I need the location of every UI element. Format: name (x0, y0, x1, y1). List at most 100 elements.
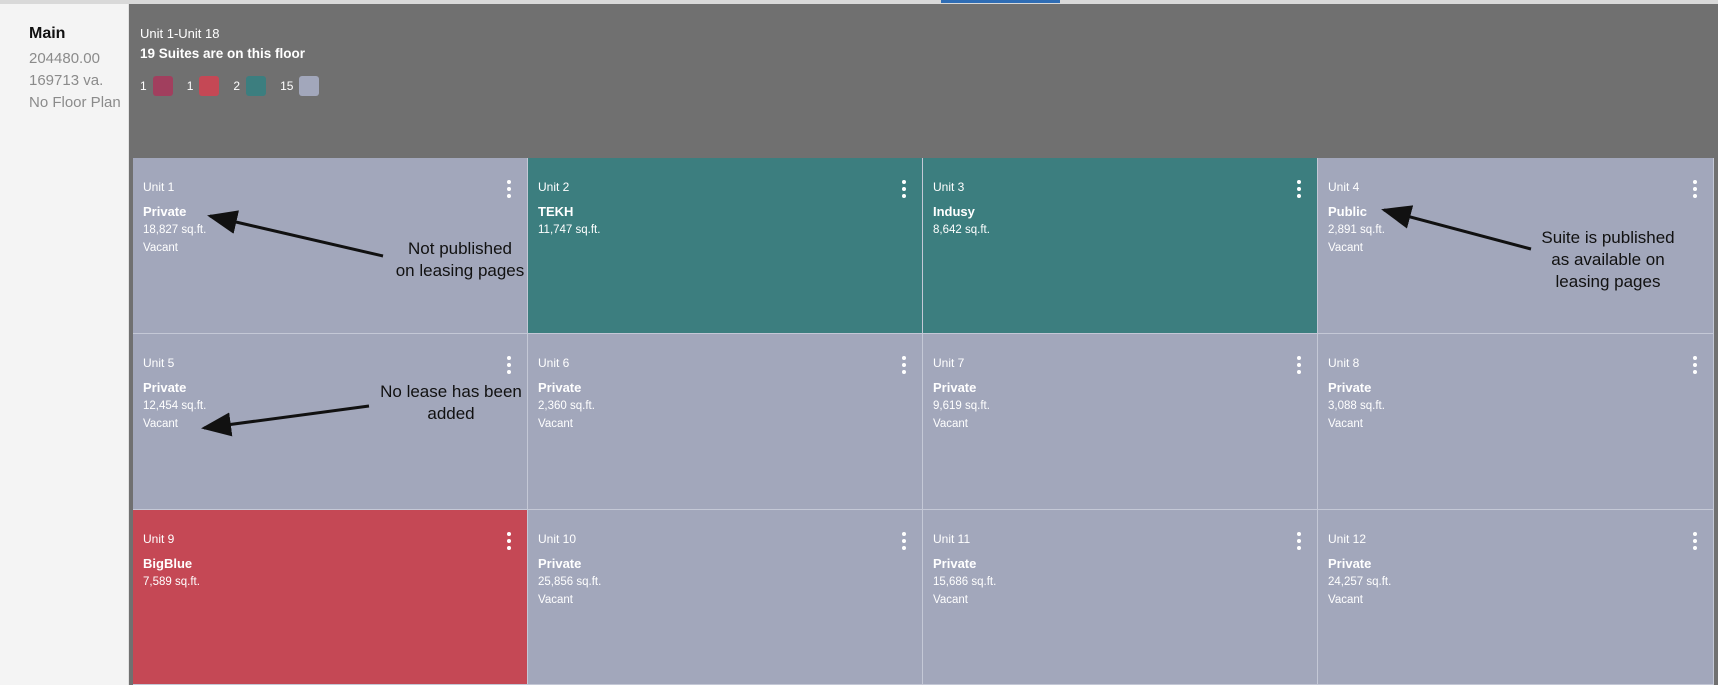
legend-item: 1 (187, 76, 220, 96)
suite-area: 11,747 sq.ft. (538, 224, 601, 236)
suite-tile[interactable]: Unit 6 Private 2,360 sq.ft. Vacant (528, 334, 923, 510)
suite-tenant: Private (538, 556, 582, 571)
annotation-line: added (427, 404, 475, 423)
kebab-dot (1297, 370, 1301, 374)
kebab-dot (902, 363, 906, 367)
legend-count: 1 (140, 79, 147, 93)
suite-area: 7,589 sq.ft. (143, 576, 200, 588)
kebab-dot (507, 363, 511, 367)
legend-swatch (299, 76, 320, 96)
suite-tile[interactable]: Unit 11 Private 15,686 sq.ft. Vacant (923, 510, 1318, 685)
suite-tenant: Public (1328, 204, 1368, 219)
annotation-line: leasing pages (1555, 272, 1661, 291)
kebab-dot (1693, 539, 1697, 543)
suite-status: Vacant (1328, 594, 1363, 606)
suite-status: Vacant (1328, 418, 1363, 430)
kebab-dot (1297, 187, 1301, 191)
suite-status: Vacant (143, 242, 178, 254)
legend-swatch (152, 76, 173, 96)
more-vertical-icon[interactable] (505, 180, 513, 198)
suite-tenant: Private (1328, 556, 1372, 571)
kebab-dot (507, 187, 511, 191)
suite-tile[interactable]: Unit 10 Private 25,856 sq.ft. Vacant (528, 510, 923, 685)
suite-tenant: TEKH (538, 204, 574, 219)
more-vertical-icon[interactable] (1691, 356, 1699, 374)
suite-tenant: Private (143, 380, 187, 395)
suite-area: 2,360 sq.ft. (538, 400, 595, 412)
kebab-dot (1297, 546, 1301, 550)
floor-total-area: 204480.00 (29, 50, 100, 67)
kebab-dot (1297, 539, 1301, 543)
kebab-dot (1693, 187, 1697, 191)
kebab-dot (902, 370, 906, 374)
kebab-dot (1693, 370, 1697, 374)
suite-tile[interactable]: Unit 8 Private 3,088 sq.ft. Vacant (1318, 334, 1714, 510)
suite-area: 8,642 sq.ft. (933, 224, 990, 236)
suite-unit-label: Unit 1 (143, 180, 175, 194)
suite-unit-label: Unit 6 (538, 356, 570, 370)
suite-unit-label: Unit 2 (538, 180, 570, 194)
suite-tile[interactable]: Unit 3 Indusy 8,642 sq.ft. (923, 158, 1318, 334)
legend-count: 1 (186, 79, 194, 93)
suite-count-summary: 19 Suites are on this floor (140, 46, 306, 61)
status-legend: 1 1 2 15 (140, 76, 333, 96)
legend-item: 2 (233, 76, 267, 96)
kebab-dot (1693, 546, 1697, 550)
kebab-dot (1693, 356, 1697, 360)
suite-area: 25,856 sq.ft. (538, 576, 602, 588)
legend-item: 15 (280, 76, 320, 96)
floor-name: Main (29, 25, 66, 42)
floor-header: Unit 1-Unit 18 19 Suites are on this flo… (129, 4, 1718, 158)
annotation-line: on leasing pages (395, 261, 525, 280)
more-vertical-icon[interactable] (1295, 180, 1303, 198)
more-vertical-icon[interactable] (1295, 356, 1303, 374)
legend-count: 15 (280, 79, 294, 93)
kebab-dot (1693, 180, 1697, 184)
legend-item: 1 (140, 76, 173, 96)
annotation-published: Suite is published as available on leasi… (1517, 227, 1699, 293)
annotation-no-lease: No lease has been added (366, 381, 536, 425)
suite-area: 9,619 sq.ft. (933, 400, 990, 412)
kebab-dot (902, 180, 906, 184)
suite-area: 3,088 sq.ft. (1328, 400, 1385, 412)
annotation-not-published: Not published on leasing pages (365, 238, 555, 282)
suite-tile[interactable]: Unit 7 Private 9,619 sq.ft. Vacant (923, 334, 1318, 510)
more-vertical-icon[interactable] (900, 356, 908, 374)
more-vertical-icon[interactable] (900, 532, 908, 550)
top-bar (0, 0, 1718, 4)
suite-tenant: Private (933, 380, 977, 395)
kebab-dot (507, 370, 511, 374)
suite-unit-label: Unit 5 (143, 356, 175, 370)
more-vertical-icon[interactable] (1691, 180, 1699, 198)
more-vertical-icon[interactable] (1691, 532, 1699, 550)
suite-tile[interactable]: Unit 2 TEKH 11,747 sq.ft. (528, 158, 923, 334)
more-vertical-icon[interactable] (505, 532, 513, 550)
kebab-dot (507, 539, 511, 543)
unit-range: Unit 1-Unit 18 (140, 26, 220, 41)
suite-tenant: BigBlue (143, 556, 193, 571)
more-vertical-icon[interactable] (505, 356, 513, 374)
kebab-dot (507, 546, 511, 550)
floor-sidebar[interactable]: Main 204480.00 169713 va. No Floor Plan (0, 4, 129, 685)
suite-status: Vacant (1328, 242, 1363, 254)
suite-status: Vacant (538, 594, 573, 606)
kebab-dot (902, 187, 906, 191)
legend-swatch (199, 76, 220, 96)
more-vertical-icon[interactable] (900, 180, 908, 198)
annotation-line: Not published (408, 239, 512, 258)
kebab-dot (1297, 356, 1301, 360)
suite-area: 15,686 sq.ft. (933, 576, 997, 588)
legend-swatch (246, 76, 267, 96)
kebab-dot (1297, 363, 1301, 367)
annotation-line: as available on (1551, 250, 1665, 269)
suite-tile[interactable]: Unit 9 BigBlue 7,589 sq.ft. (133, 510, 528, 685)
kebab-dot (507, 356, 511, 360)
suite-tile[interactable]: Unit 12 Private 24,257 sq.ft. Vacant (1318, 510, 1714, 685)
suite-area: 2,891 sq.ft. (1328, 224, 1385, 236)
legend-count: 2 (233, 79, 241, 93)
more-vertical-icon[interactable] (1295, 532, 1303, 550)
suite-status: Vacant (538, 418, 573, 430)
suite-status: Vacant (143, 418, 178, 430)
suite-unit-label: Unit 11 (933, 532, 971, 546)
suite-unit-label: Unit 7 (933, 356, 965, 370)
